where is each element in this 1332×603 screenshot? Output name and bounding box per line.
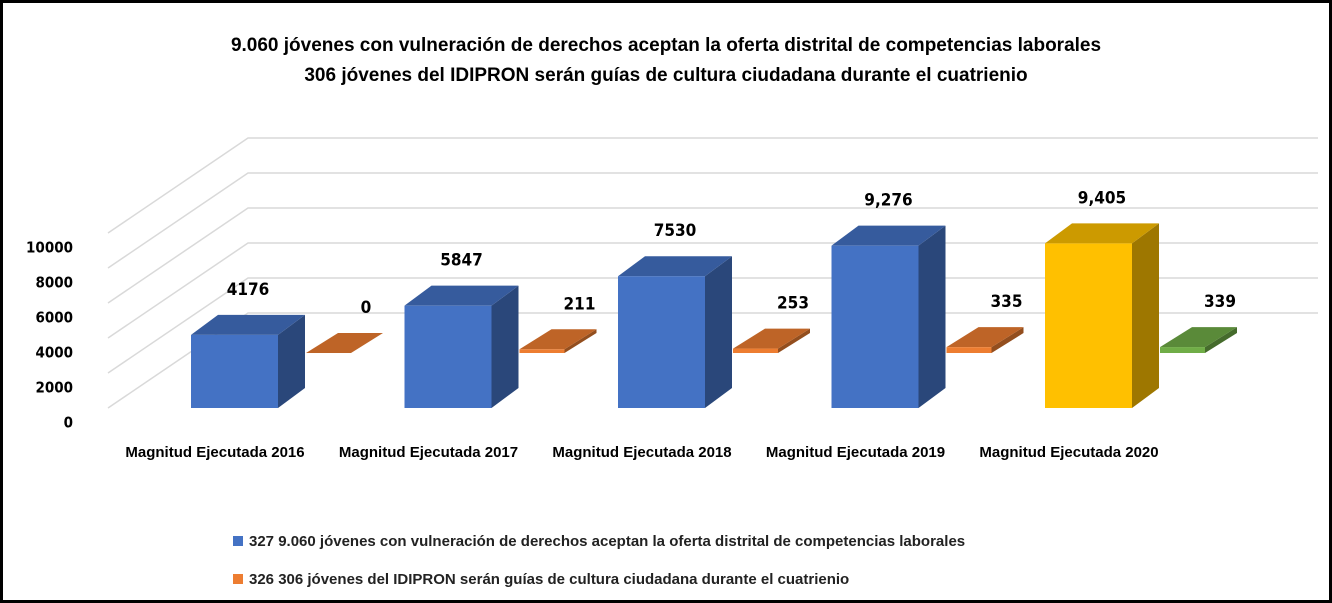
legend-swatch (233, 574, 243, 584)
bar (1045, 243, 1132, 408)
y-tick-label: 6000 (35, 309, 73, 327)
bar-side (491, 285, 519, 408)
y-tick-label: 10000 (26, 239, 73, 257)
bar-top (191, 314, 305, 335)
chart-title: 306 jóvenes del IDIPRON serán guías de c… (304, 65, 1028, 86)
bar-side (991, 327, 1024, 353)
legend-label: 327 9.060 jóvenes con vulneración de der… (249, 533, 966, 550)
data-label: 339 (1204, 292, 1236, 312)
x-tick-label: Magnitud Ejecutada 2019 (765, 444, 946, 461)
data-label: 9,405 (1078, 188, 1126, 208)
bar (733, 348, 778, 353)
bar-side (1205, 327, 1237, 353)
x-tick-label: Magnitud Ejecutada 2018 (552, 444, 732, 461)
bar-side (778, 328, 810, 353)
data-label: 211 (564, 294, 596, 314)
bar-top (946, 327, 1024, 348)
grid-line (107, 312, 1318, 409)
bar-side (278, 314, 305, 408)
data-label: 7530 (654, 221, 697, 241)
y-tick-label: 8000 (35, 274, 73, 292)
bar-top (733, 328, 810, 349)
bar-top (306, 333, 383, 353)
data-label: 253 (777, 294, 809, 314)
bar-top (831, 225, 946, 246)
plot: 0 2000 4000 6000 8000 10000 0 4176 211 5847 253 753… (26, 137, 1318, 432)
bar (1160, 347, 1205, 353)
bar (404, 305, 492, 408)
chart-title: 9.060 jóvenes con vulneración de derecho… (230, 35, 1102, 56)
data-label: 4176 (227, 280, 270, 300)
bar-side (564, 329, 597, 353)
bar-top (519, 329, 597, 350)
legend-swatch (233, 536, 243, 546)
bar-top (618, 256, 732, 277)
legend-entry: 326 306 jóvenes del IDIPRON serán guías … (233, 571, 849, 588)
x-tick-label: Magnitud Ejecutada 2017 (338, 444, 519, 461)
bar (519, 349, 565, 353)
bar (618, 276, 705, 408)
bar (946, 347, 992, 353)
data-label: 335 (991, 292, 1023, 312)
bar-side (1132, 223, 1159, 408)
data-label: 0 (361, 298, 372, 318)
bar-top (1045, 223, 1159, 244)
x-tick-label: Magnitud Ejecutada 2020 (979, 444, 1159, 461)
y-tick-label: 2000 (35, 379, 73, 397)
grid-line (107, 172, 1318, 269)
legend-entry: 327 9.060 jóvenes con vulneración de der… (233, 533, 965, 550)
grid-line (107, 207, 1318, 304)
y-tick-label: 4000 (35, 344, 73, 362)
grid-line (107, 242, 1318, 339)
bar-top (1160, 327, 1237, 348)
data-label: 9,276 (864, 191, 912, 211)
y-tick-label: 0 (64, 414, 73, 432)
bar (831, 245, 919, 408)
bar-top (404, 285, 519, 306)
x-tick-label: Magnitud Ejecutada 2016 (125, 444, 305, 461)
grid-line (107, 277, 1318, 374)
bar-side (705, 256, 732, 408)
bar-side (918, 225, 946, 408)
legend-label: 326 306 jóvenes del IDIPRON serán guías … (249, 571, 850, 588)
data-label: 5847 (440, 251, 483, 271)
bar (191, 334, 278, 408)
grid-line (107, 137, 1318, 234)
